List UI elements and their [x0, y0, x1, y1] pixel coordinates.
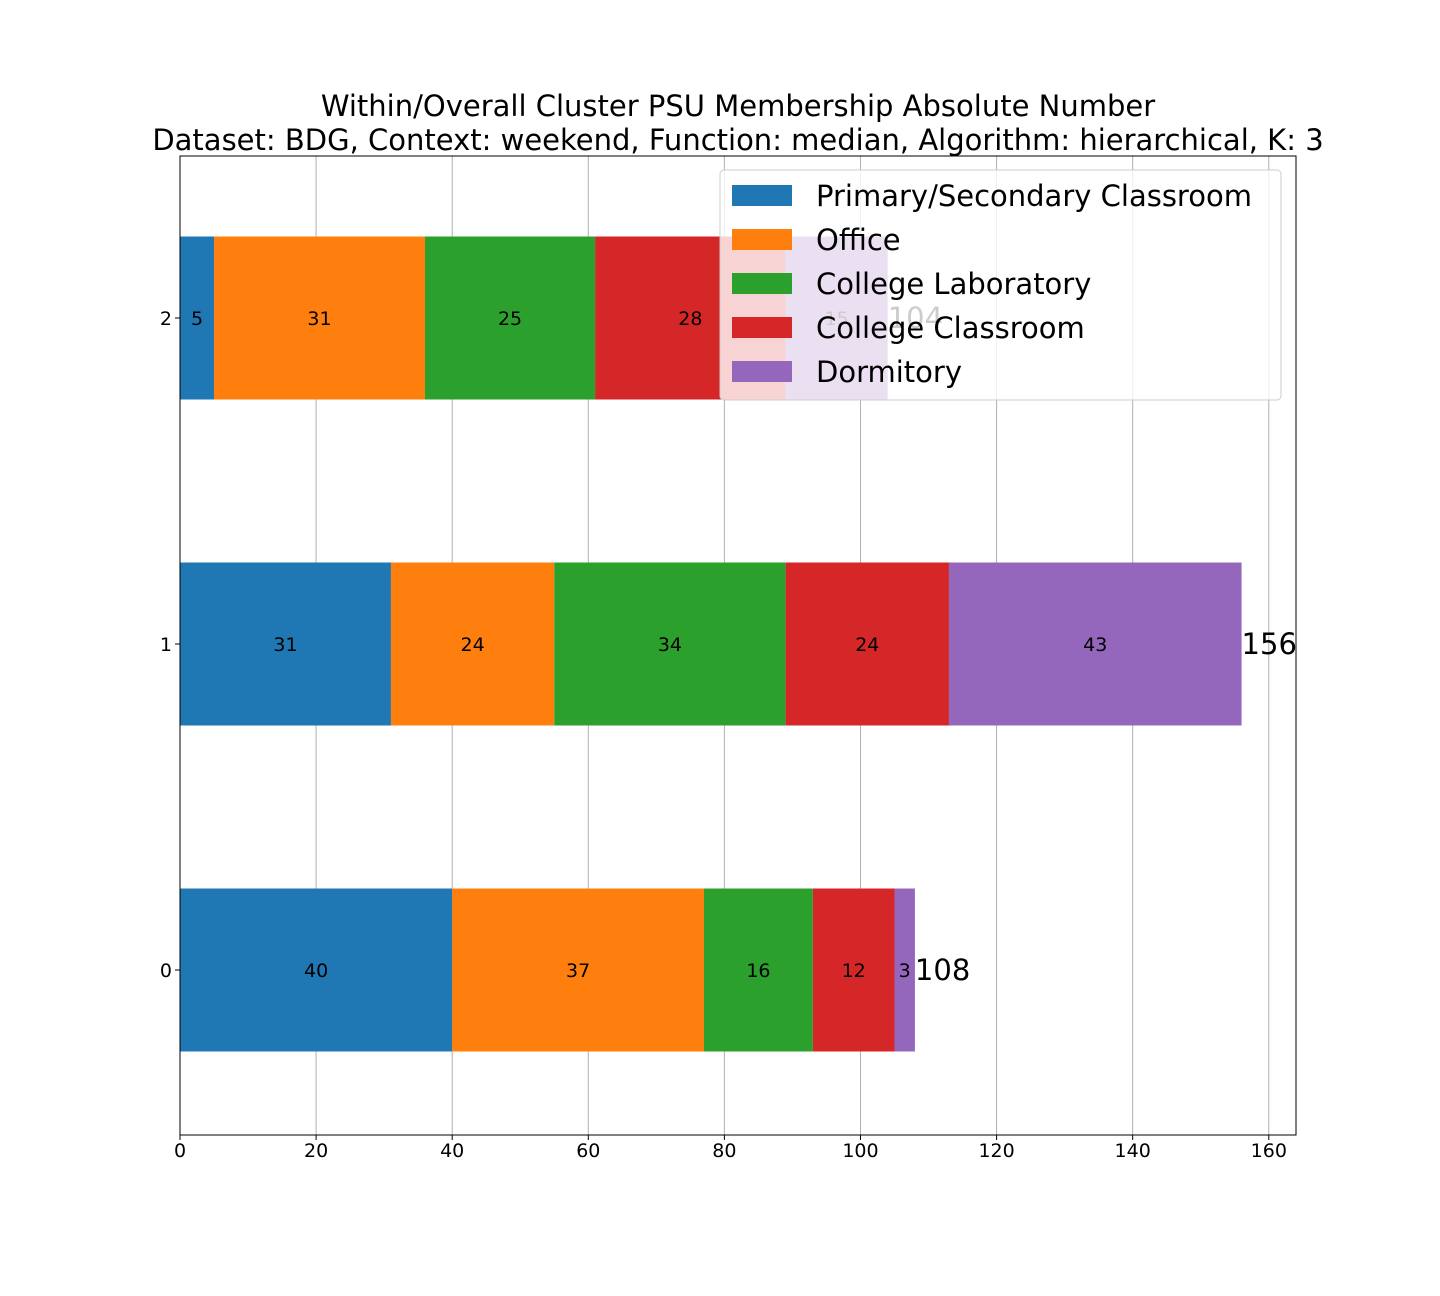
y-tick-label: 0	[160, 960, 172, 982]
x-tick-label: 80	[712, 1140, 736, 1162]
x-tick-label: 100	[842, 1140, 878, 1162]
plot-frame	[179, 155, 1297, 1136]
bar-segment	[390, 562, 555, 726]
segment-value-label: 5	[191, 308, 203, 330]
x-tick-label: 0	[174, 1140, 186, 1162]
chart-title: Within/Overall Cluster PSU Membership Ab…	[321, 89, 1155, 123]
legend: Primary/Secondary Classroom Office College…	[719, 169, 1282, 401]
legend-label: College Laboratory	[816, 267, 1091, 301]
x-tick-label: 20	[304, 1140, 328, 1162]
bar-segment	[554, 562, 786, 726]
segment-value-label: 40	[304, 960, 328, 982]
bar-segment	[424, 236, 596, 400]
bar-segment	[894, 888, 915, 1052]
segment-value-label: 25	[498, 308, 522, 330]
x-tick-label: 120	[978, 1140, 1014, 1162]
segment-value-label: 31	[273, 634, 297, 656]
segment-value-label: 43	[1083, 634, 1107, 656]
legend-swatch	[732, 273, 792, 294]
bar-segment	[180, 562, 391, 726]
y-tick-label: 1	[160, 634, 172, 656]
x-tick-label: 160	[1251, 1140, 1287, 1162]
bar-segment	[214, 236, 425, 400]
segment-value-label: 37	[566, 960, 590, 982]
x-tick-label: 60	[576, 1140, 600, 1162]
legend-swatch	[732, 185, 792, 206]
x-axis: 0 20 40 60 80 100 120 140 160	[174, 1135, 1287, 1162]
bar-segment	[180, 236, 215, 400]
segment-value-label: 3	[899, 960, 911, 982]
bar-segment	[452, 888, 704, 1052]
legend-label: Office	[816, 223, 901, 257]
legend-swatch	[732, 361, 792, 382]
legend-label: College Classroom	[816, 311, 1085, 345]
x-tick-label: 40	[440, 1140, 464, 1162]
bar-total-label: 156	[1242, 627, 1297, 661]
bar-segment	[180, 888, 453, 1052]
bars	[180, 236, 1242, 1052]
legend-label: Dormitory	[816, 355, 962, 389]
segment-value-label: 24	[461, 634, 485, 656]
legend-swatch	[732, 229, 792, 250]
y-axis: 0 1 2	[160, 308, 180, 982]
legend-label: Primary/Secondary Classroom	[816, 179, 1252, 213]
bar-segment	[948, 562, 1242, 726]
segment-value-label: 31	[307, 308, 331, 330]
bar-segment	[812, 888, 895, 1052]
x-tick-label: 140	[1115, 1140, 1151, 1162]
segment-value-label: 16	[746, 960, 770, 982]
legend-swatch	[732, 317, 792, 338]
bar-total-label: 108	[915, 953, 970, 987]
bar-segment	[785, 562, 949, 726]
segment-value-label: 34	[658, 634, 682, 656]
chart-subtitle: Dataset: BDG, Context: weekend, Function…	[152, 123, 1323, 157]
y-tick-label: 2	[160, 308, 172, 330]
legend-box	[719, 169, 1282, 401]
bar-segment	[703, 888, 813, 1052]
segment-value-label: 24	[855, 634, 879, 656]
segment-value-label: 12	[842, 960, 866, 982]
segment-value-label: 28	[678, 308, 702, 330]
